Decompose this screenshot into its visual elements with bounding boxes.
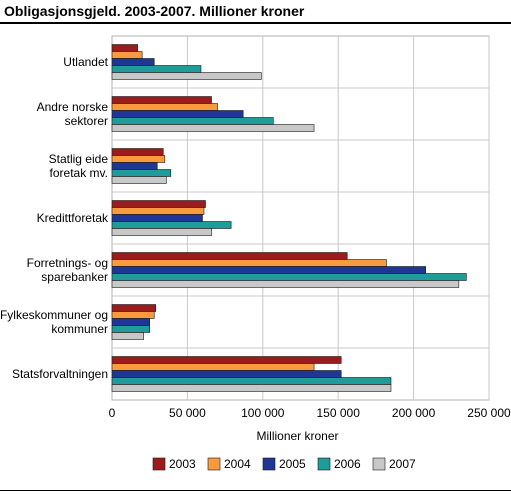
bar-2007 <box>111 280 460 288</box>
x-tick-label: 100 000 <box>241 406 285 420</box>
bar-2003 <box>111 148 164 156</box>
legend-label-2007: 2007 <box>389 457 416 471</box>
bar-2006 <box>111 117 274 125</box>
bars <box>111 44 467 392</box>
legend-label-2006: 2006 <box>334 457 361 471</box>
bar-2005 <box>111 266 426 274</box>
bar-2005 <box>111 110 244 118</box>
category-label: Utlandet <box>63 55 108 69</box>
bar-2003 <box>111 252 348 260</box>
bar-2005 <box>111 58 155 66</box>
bottom-rule <box>0 490 511 491</box>
category-label: sektorer <box>65 114 108 128</box>
bar-2005 <box>111 214 203 222</box>
bar-2004 <box>111 155 166 163</box>
bar-2007 <box>111 228 212 236</box>
bar-2004 <box>111 207 205 215</box>
category-label: sparebanker <box>41 270 108 284</box>
legend-swatch-2005 <box>262 457 276 471</box>
bar-2004 <box>111 311 155 319</box>
legend-swatch-2004 <box>207 457 221 471</box>
legend-label-2004: 2004 <box>224 457 251 471</box>
legend-label-2003: 2003 <box>169 457 196 471</box>
category-label: Statsforvaltningen <box>12 367 108 381</box>
bar-2003 <box>111 304 157 312</box>
bar-2005 <box>111 162 158 170</box>
title-rule <box>0 22 511 24</box>
grid-lines <box>186 36 490 400</box>
category-label: Forretnings- og <box>27 256 108 270</box>
bar-2006 <box>111 169 172 177</box>
bar-2007 <box>111 124 315 132</box>
bar-2005 <box>111 370 342 378</box>
legend-swatch-2003 <box>152 457 166 471</box>
bar-2006 <box>111 221 232 229</box>
bar-2005 <box>111 318 151 326</box>
category-label: Kredittforetak <box>37 211 109 225</box>
category-label: Fylkeskommuner og <box>0 308 108 322</box>
bar-2007 <box>111 176 167 184</box>
x-tick-label: 0 <box>109 406 116 420</box>
bar-2004 <box>111 51 143 59</box>
x-axis-title: Millioner kroner <box>256 429 338 443</box>
bar-2003 <box>111 44 138 52</box>
category-label: kommuner <box>51 322 108 336</box>
bar-2006 <box>111 273 467 281</box>
bar-2007 <box>111 332 144 340</box>
x-tick-label: 50 000 <box>169 406 206 420</box>
bar-2006 <box>111 325 151 333</box>
bar-2003 <box>111 96 212 104</box>
chart-title: Obligasjonsgjeld. 2003-2007. Millioner k… <box>4 3 305 19</box>
legend-swatch-2006 <box>317 457 331 471</box>
bar-2006 <box>111 377 392 385</box>
bar-2004 <box>111 259 387 267</box>
legend-label-2005: 2005 <box>279 457 306 471</box>
category-label: Statlig eide <box>49 152 109 166</box>
bar-2007 <box>111 72 262 80</box>
x-tick-label: 200 000 <box>392 406 436 420</box>
bar-2006 <box>111 65 202 73</box>
bar-2003 <box>111 200 206 208</box>
x-tick-label: 250 000 <box>467 406 511 420</box>
category-label: Andre norske <box>37 100 109 114</box>
bar-2004 <box>111 363 315 371</box>
x-tick-labels: 0 50 000 100 000 150 000 200 000 250 000 <box>109 406 511 420</box>
bar-2007 <box>111 384 392 392</box>
bar-2003 <box>111 356 342 364</box>
category-separators <box>112 87 489 349</box>
x-tick-label: 150 000 <box>317 406 361 420</box>
legend: 2003 2004 2005 2006 2007 <box>152 457 416 471</box>
bar-2004 <box>111 103 218 111</box>
legend-swatch-2007 <box>372 457 386 471</box>
category-label: foretak mv. <box>50 166 108 180</box>
